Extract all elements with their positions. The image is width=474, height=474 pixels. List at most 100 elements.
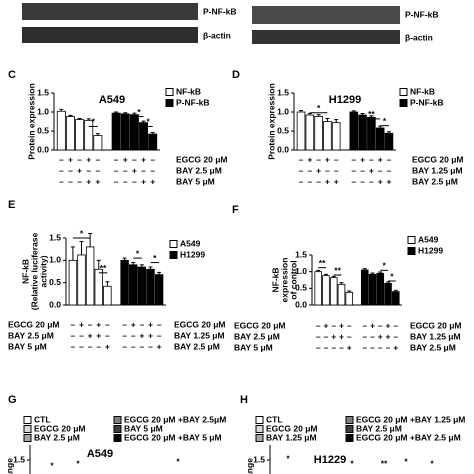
treatment-sign: – — [68, 176, 73, 186]
treatment-sign: – — [339, 342, 344, 352]
treatment-sign: – — [95, 165, 100, 175]
treatment-sign: – — [307, 165, 312, 175]
legend-label: CTL — [266, 414, 283, 424]
treatment-sign: – — [316, 342, 321, 352]
treatment-sign: + — [393, 342, 398, 352]
treatment-sign: – — [324, 342, 329, 352]
bar — [329, 277, 338, 306]
treatment-sign: – — [393, 331, 398, 341]
bar — [94, 268, 103, 306]
treatment-sign: + — [378, 176, 383, 186]
treatment-label: EGCG 20 μM — [410, 320, 462, 330]
bar — [367, 116, 376, 151]
treatment-sign: + — [96, 319, 101, 329]
bar — [65, 116, 75, 151]
bar — [93, 135, 103, 151]
y-tick-label: 1.0 — [277, 106, 289, 116]
y-tick-label: 1.5 — [49, 232, 61, 242]
y-axis-label: of control — [288, 260, 298, 299]
treatment-sign: + — [307, 154, 312, 164]
legend-label: NF-kB — [176, 86, 201, 96]
blot-strip — [252, 6, 400, 24]
treatment-sign: – — [334, 165, 339, 175]
y-tick-label: 1.0 — [49, 255, 61, 265]
treatment-sign: – — [316, 154, 321, 164]
blot-strip — [22, 27, 198, 43]
treatment-sign: – — [331, 320, 336, 330]
treatment-sign: + — [123, 154, 128, 164]
treatment-sign: + — [386, 176, 391, 186]
significance-mark: * — [390, 271, 394, 281]
treatment-sign: – — [79, 330, 84, 340]
legend-swatch — [399, 88, 408, 96]
legend-label: A549 — [418, 234, 439, 244]
treatment-sign: – — [122, 330, 127, 340]
treatment-sign: + — [360, 154, 365, 164]
legend-label: BAY 1.25 μM — [266, 432, 317, 442]
treatment-sign: + — [68, 154, 73, 164]
legend-label: P-NF-kB — [176, 97, 210, 107]
treatment-sign: + — [339, 331, 344, 341]
bar — [129, 114, 139, 151]
treatment-label: BAY 2.5 μM — [8, 330, 54, 340]
treatment-sign: – — [71, 319, 76, 329]
legend-label: H1299 — [180, 249, 205, 259]
treatment-label: EGCG 20 μM — [174, 319, 226, 329]
bar — [120, 259, 129, 306]
legend-label: EGCG 20 μM +BAY 2.5μM — [124, 414, 226, 424]
treatment-sign: – — [157, 319, 162, 329]
treatment-sign: + — [79, 319, 84, 329]
treatment-sign: + — [148, 330, 153, 340]
treatment-sign: – — [347, 320, 352, 330]
treatment-sign: – — [123, 176, 128, 186]
treatment-sign: + — [148, 319, 153, 329]
treatment-sign: – — [369, 154, 374, 164]
treatment-sign: – — [71, 341, 76, 351]
panel-letter: G — [8, 394, 17, 406]
bar — [384, 132, 394, 151]
bar — [392, 291, 400, 306]
treatment-label: EGCG 20 μM — [412, 154, 464, 164]
legend-label: BAY 5 μM — [124, 423, 163, 433]
y-axis-label: Protein expression — [26, 83, 36, 160]
treatment-sign: – — [131, 341, 136, 351]
treatment-sign: – — [114, 165, 119, 175]
significance-mark: * — [176, 456, 180, 466]
legend-swatch — [169, 251, 178, 259]
treatment-label: BAY 2.5 μM — [412, 176, 458, 186]
treatment-sign: + — [105, 341, 110, 351]
treatment-label: BAY 2.5 μM — [410, 342, 456, 352]
significance-mark: * — [76, 458, 80, 468]
significance-mark: * — [136, 248, 140, 258]
treatment-sign: – — [299, 154, 304, 164]
treatment-sign: + — [378, 154, 383, 164]
significance-mark: * — [137, 107, 141, 117]
blot-label: P-NF-kB — [405, 9, 439, 19]
treatment-sign: + — [77, 165, 82, 175]
bar — [75, 119, 85, 151]
y-tick-label: 0.0 — [49, 299, 61, 309]
y-axis-label: ange — [244, 458, 254, 474]
bar — [349, 111, 359, 151]
treatment-sign: – — [299, 165, 304, 175]
y-axis-label: Protein expression — [266, 83, 276, 160]
bar — [85, 246, 95, 306]
legend-swatch — [165, 99, 174, 107]
treatment-sign: – — [360, 165, 365, 175]
y-tick-label: 0.0 — [277, 144, 289, 154]
treatment-sign: – — [325, 165, 330, 175]
significance-mark: * — [382, 261, 386, 271]
treatment-sign: – — [139, 341, 144, 351]
treatment-sign: – — [351, 165, 356, 175]
legend-label: EGCG 20 μM +BAY 5 μM — [124, 432, 222, 442]
legend-swatch — [113, 416, 122, 424]
treatment-sign: – — [131, 330, 136, 340]
treatment-sign: – — [360, 176, 365, 186]
bar — [384, 282, 392, 306]
legend-label: EGCG 20 μM — [266, 423, 318, 433]
significance-mark: * — [286, 453, 290, 463]
treatment-sign: + — [339, 320, 344, 330]
treatment-sign: – — [95, 154, 100, 164]
treatment-sign: + — [325, 176, 330, 186]
significance-mark: * — [153, 253, 157, 263]
